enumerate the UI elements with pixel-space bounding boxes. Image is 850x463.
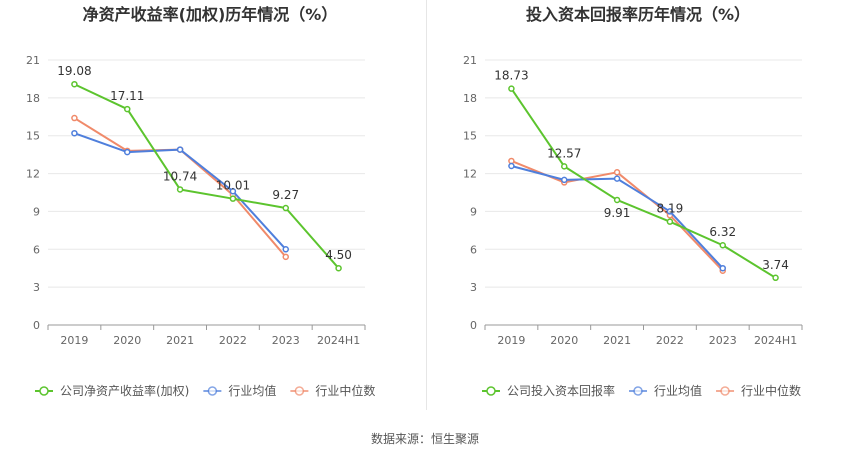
y-tick-label: 9 [470, 205, 477, 218]
legend-label: 行业均值 [654, 383, 702, 398]
x-tick-label: 2023 [709, 334, 737, 347]
x-tick-label: 2022 [219, 334, 247, 347]
y-tick-label: 0 [33, 319, 40, 332]
chart-panel-1: 净资产收益率(加权)历年情况（%） 0 3 6 9 12 15 18 21 2019 2020 202… [26, 5, 375, 398]
x-tick-label: 2022 [656, 334, 684, 347]
data-point [71, 114, 78, 122]
legend-label: 行业均值 [228, 383, 276, 398]
y-tick-label: 6 [470, 243, 477, 256]
y-tick-label: 6 [33, 243, 40, 256]
data-label: 8.19 [657, 202, 684, 216]
data-label: 12.57 [547, 146, 581, 160]
x-tick-label: 2024H1 [317, 334, 360, 347]
legend-swatch-marker [39, 386, 49, 396]
y-tick-label: 15 [26, 130, 40, 143]
data-point [229, 195, 237, 202]
legend-label: 公司投入资本回报率 [507, 383, 615, 398]
data-point [508, 162, 515, 170]
legend-item: 公司投入资本回报率 [482, 383, 615, 398]
chart-panel-2: 投入资本回报率历年情况（%） 0 3 6 9 12 15 18 21 2019 2020 2021 20… [463, 5, 803, 398]
data-point [613, 169, 621, 176]
x-tick-label: 2020 [550, 334, 578, 347]
legend-item: 行业中位数 [716, 383, 801, 398]
data-label: 6.32 [709, 225, 736, 239]
x-tick-label: 2019 [497, 334, 525, 347]
panel-divider [426, 0, 427, 410]
legend-item: 行业均值 [629, 383, 702, 398]
data-label: 3.74 [762, 258, 789, 272]
data-point [71, 80, 78, 88]
legend-swatch-marker [294, 386, 305, 396]
y-tick-label: 12 [26, 168, 40, 181]
legend-swatch-marker [720, 386, 730, 396]
data-point [666, 218, 674, 225]
data-point [176, 146, 184, 153]
x-tick-label: 2024H1 [754, 334, 797, 347]
y-tick-label: 9 [33, 205, 40, 218]
data-point [71, 129, 78, 137]
y-tick-label: 21 [26, 54, 40, 67]
y-tick-label: 18 [463, 92, 477, 105]
legend-swatch-marker [486, 386, 496, 396]
legend-item: 行业均值 [203, 383, 276, 398]
data-label: 10.01 [216, 179, 250, 193]
x-tick-label: 2020 [113, 334, 141, 347]
data-label: 4.50 [325, 248, 352, 262]
series-line [73, 83, 340, 269]
data-point [282, 204, 289, 212]
data-point [719, 264, 726, 272]
data-point [282, 253, 289, 261]
legend-label: 行业中位数 [741, 383, 801, 398]
y-tick-label: 15 [463, 130, 477, 143]
data-point [772, 274, 779, 282]
data-point [124, 105, 131, 113]
chart-title: 净资产收益率(加权)历年情况（%） [83, 5, 338, 24]
legend-label: 公司净资产收益率(加权) [60, 383, 189, 398]
x-tick-label: 2019 [60, 334, 88, 347]
data-point [229, 187, 237, 195]
data-point [508, 157, 515, 165]
chart-title: 投入资本回报率历年情况（%） [526, 5, 750, 24]
legend-item: 行业中位数 [290, 383, 375, 398]
x-tick-label: 2021 [603, 334, 631, 347]
y-tick-label: 3 [33, 281, 40, 294]
data-point [335, 264, 342, 272]
data-point [613, 196, 621, 204]
data-source-note: 数据来源：恒生聚源 [370, 432, 479, 446]
legend-item: 公司净资产收益率(加权) [35, 383, 189, 398]
data-point [508, 85, 515, 92]
y-tick-label: 18 [26, 92, 40, 105]
data-label: 9.27 [272, 188, 299, 202]
data-label: 10.74 [163, 169, 197, 183]
y-tick-label: 21 [463, 54, 477, 67]
legend-label: 行业中位数 [315, 383, 375, 398]
y-tick-label: 0 [470, 319, 477, 332]
data-label: 9.91 [604, 206, 631, 220]
data-label: 18.73 [494, 69, 528, 83]
data-point [719, 241, 726, 249]
data-point [561, 163, 568, 170]
data-point [613, 175, 621, 182]
data-point [176, 186, 184, 193]
data-point [561, 176, 568, 184]
legend-swatch-marker [207, 386, 218, 396]
data-point [282, 246, 289, 253]
data-label: 17.11 [110, 89, 144, 103]
series-line [510, 88, 777, 279]
y-tick-label: 3 [470, 281, 477, 294]
data-label: 19.08 [57, 64, 91, 78]
x-tick-label: 2023 [272, 334, 300, 347]
data-point [124, 148, 131, 156]
legend-swatch-marker [633, 386, 643, 396]
x-tick-label: 2021 [166, 334, 194, 347]
y-tick-label: 12 [463, 168, 477, 181]
data-point [666, 208, 674, 215]
